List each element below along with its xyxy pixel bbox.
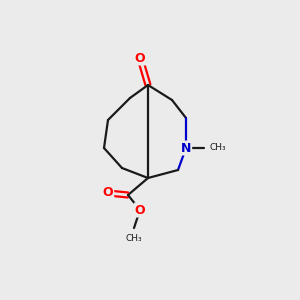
Text: O: O bbox=[103, 187, 113, 200]
Text: O: O bbox=[135, 203, 145, 217]
Text: CH₃: CH₃ bbox=[126, 234, 142, 243]
Text: O: O bbox=[135, 52, 145, 64]
Text: N: N bbox=[181, 142, 191, 154]
Text: CH₃: CH₃ bbox=[210, 143, 226, 152]
